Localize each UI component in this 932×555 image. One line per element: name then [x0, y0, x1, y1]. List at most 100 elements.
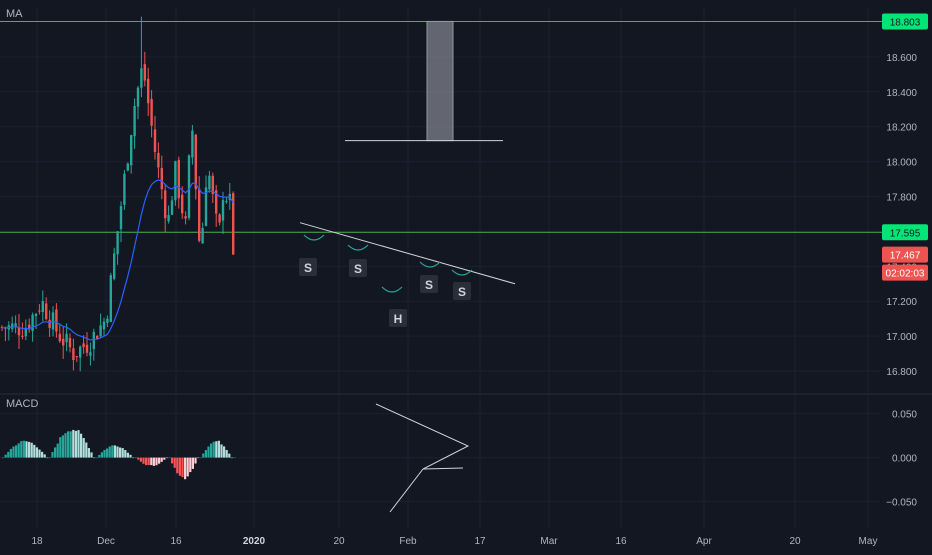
axes: 18.60018.40018.20018.00017.80017.40017.2… — [31, 13, 928, 547]
candle-body — [133, 105, 136, 137]
macd-bar — [4, 454, 7, 458]
macd-bar — [74, 430, 77, 458]
moving-average-line — [1, 179, 234, 341]
candle-body — [167, 215, 170, 222]
candle-body — [99, 325, 102, 337]
candle-body — [136, 87, 140, 107]
macd-wedge-base — [422, 467, 464, 470]
macd-bar — [152, 457, 155, 466]
x-tick-label: 2020 — [243, 536, 266, 547]
candle-body — [147, 78, 150, 104]
pattern-label: S — [425, 278, 433, 292]
candle-body — [14, 323, 17, 327]
macd-wedge-lines — [375, 403, 470, 513]
candle-body — [96, 336, 99, 340]
candle-body — [72, 348, 75, 361]
macd-bar — [87, 448, 90, 458]
candle-body — [140, 68, 143, 88]
candle-body — [65, 333, 68, 343]
macd-bar — [43, 454, 46, 458]
macd-bar — [129, 454, 132, 458]
macd-bar — [176, 457, 179, 474]
candle-body — [31, 314, 34, 331]
candle-body — [62, 338, 65, 346]
pattern-arc — [419, 261, 441, 268]
macd-y-tick-label: −0.050 — [886, 498, 917, 509]
macd-bar — [173, 457, 176, 468]
candle-body — [232, 193, 235, 255]
macd-pane[interactable] — [2, 429, 236, 480]
macd-bar — [51, 452, 54, 458]
x-tick-label: Apr — [696, 536, 712, 547]
macd-bar — [61, 435, 64, 458]
pattern-label-box — [299, 258, 317, 276]
y-tick-label: 18.600 — [886, 53, 917, 64]
macd-bar — [22, 440, 25, 458]
candle-body — [164, 190, 167, 219]
candle-body — [38, 310, 41, 312]
countdown-tag — [882, 264, 928, 281]
pattern-label: S — [354, 262, 362, 276]
candle-body — [45, 303, 48, 320]
x-tick-label: Dec — [97, 536, 115, 547]
macd-bar — [93, 457, 96, 459]
pattern-arc — [303, 234, 325, 241]
candle-body — [17, 327, 21, 336]
x-tick-label: 17 — [474, 536, 486, 547]
candle-body — [48, 319, 51, 328]
macd-bar — [228, 453, 231, 458]
macd-bar — [48, 457, 51, 459]
candle-body — [106, 318, 109, 323]
candle-body — [211, 175, 214, 195]
macd-bar — [38, 449, 41, 458]
y-tick-label: 16.800 — [886, 367, 917, 378]
macd-bar — [124, 450, 127, 458]
candle-body — [116, 231, 119, 255]
macd-bar — [113, 445, 116, 458]
macd-bar — [46, 457, 49, 459]
level-tag-label-0: 18.803 — [890, 17, 921, 28]
macd-bar — [155, 457, 158, 466]
pattern-label: S — [304, 261, 312, 275]
candle-body — [85, 344, 89, 353]
candle-body — [58, 333, 61, 342]
macd-bar — [54, 447, 57, 458]
pattern-arc — [381, 286, 403, 293]
x-tick-label: 18 — [31, 536, 43, 547]
macd-bar — [212, 441, 215, 458]
candle-body — [92, 331, 95, 350]
pattern-arc — [347, 244, 369, 251]
macd-bar — [111, 445, 114, 458]
macd-bar — [85, 442, 88, 458]
macd-bar — [69, 431, 72, 458]
candle-body — [194, 134, 197, 190]
macd-bar — [35, 447, 38, 458]
candle-body — [184, 216, 187, 219]
annotations: S S H S S — [299, 20, 516, 513]
macd-bar — [28, 441, 31, 458]
macd-bar — [15, 445, 18, 458]
macd-bar — [225, 450, 228, 458]
candle-body — [160, 167, 163, 190]
price-pane[interactable] — [0, 16, 882, 372]
macd-bar — [189, 457, 192, 473]
macd-bar — [9, 448, 12, 458]
candle-body — [68, 337, 72, 348]
macd-bar — [80, 433, 83, 458]
x-tick-label: Mar — [540, 536, 558, 547]
macd-bar — [165, 457, 168, 459]
y-tick-label: 17.800 — [886, 193, 917, 204]
macd-bar — [163, 457, 166, 460]
candle-body — [208, 175, 211, 190]
macd-bar — [64, 433, 67, 458]
last-price-label: 17.467 — [890, 251, 921, 262]
macd-bar — [168, 457, 171, 459]
macd-bar — [194, 457, 197, 464]
x-tick-label: 16 — [170, 536, 182, 547]
candle-body — [113, 253, 116, 279]
macd-bar — [121, 448, 124, 458]
macd-bar — [103, 449, 106, 458]
macd-bar — [116, 446, 119, 458]
